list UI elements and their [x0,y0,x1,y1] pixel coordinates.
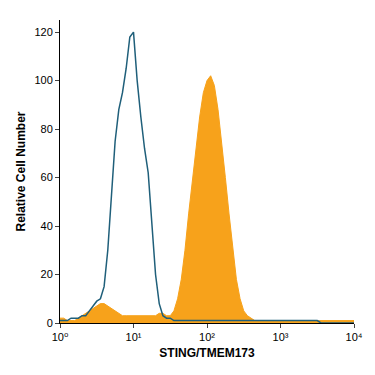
svg-text:20: 20 [41,268,53,280]
svg-text:60: 60 [41,171,53,183]
svg-text:10⁴: 10⁴ [346,331,363,343]
svg-text:10³: 10³ [273,331,289,343]
svg-text:80: 80 [41,123,53,135]
svg-text:100: 100 [34,74,52,86]
svg-text:Relative Cell Number: Relative Cell Number [14,111,28,231]
svg-text:10⁰: 10⁰ [52,331,69,343]
svg-text:0: 0 [47,317,53,329]
svg-text:10²: 10² [199,331,215,343]
svg-text:10¹: 10¹ [126,331,142,343]
svg-text:40: 40 [41,220,53,232]
svg-text:STING/TMEM173: STING/TMEM173 [159,346,255,360]
svg-text:120: 120 [34,26,52,38]
